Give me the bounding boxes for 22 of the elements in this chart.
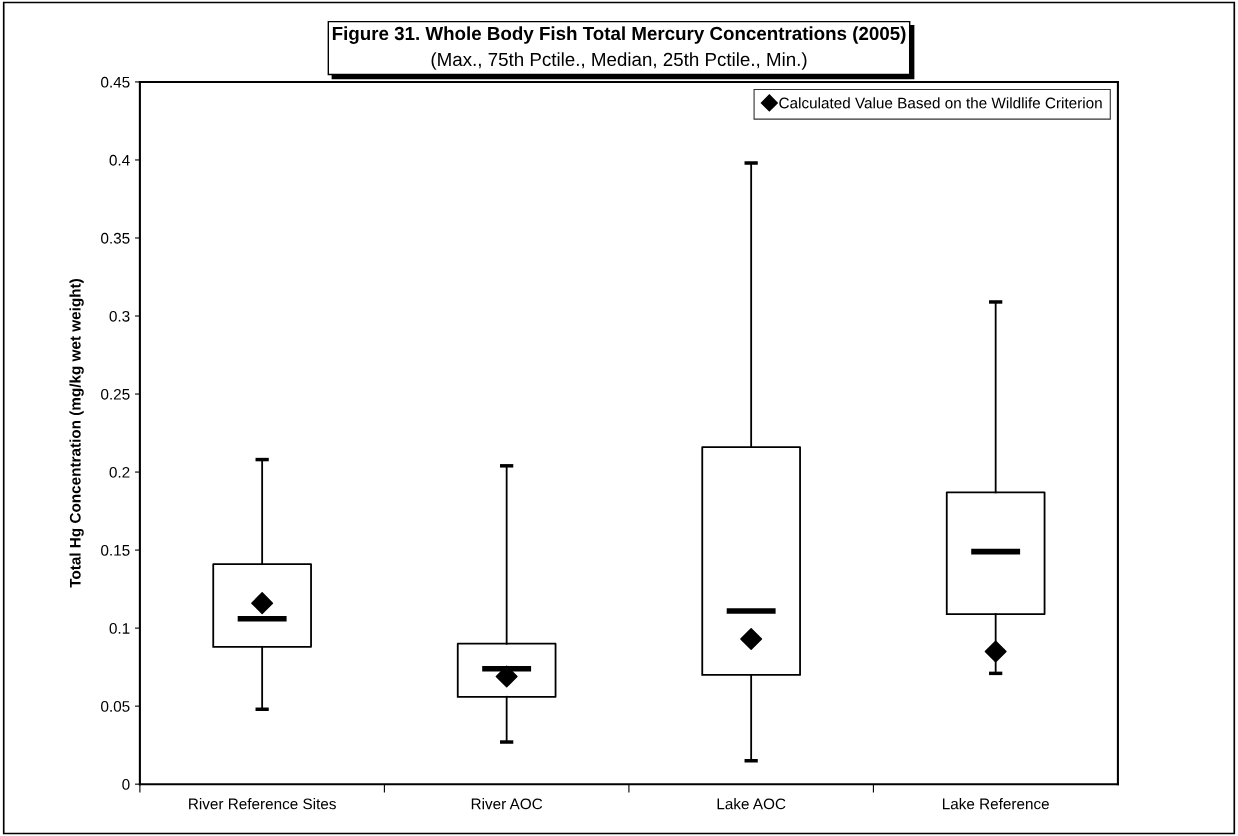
y-tick-label: 0.05 [101,701,130,712]
chart-title: Figure 31. Whole Body Fish Total Mercury Concentrations (2005) [332,26,906,44]
point [984,640,1007,663]
y-tick-label: 0.15 [101,544,130,556]
y-tick-label: 0 [122,779,130,790]
x-tick-label: River Reference Sites [189,798,336,810]
y-tick-label: 0.3 [109,310,130,322]
y-axis-title: Total Hg Concentration (mg/kg wet weight) [69,279,84,588]
point [740,628,763,651]
point [495,665,518,688]
y-tick-label: 0.25 [101,388,130,400]
y-tick-label: 0.1 [109,622,130,634]
x-tick-label: Lake Reference [942,798,1049,810]
y-tick-label: 0.45 [101,76,130,88]
y-tick-label: 0.2 [109,466,130,478]
y-tick-label: 0.35 [101,232,130,244]
x-tick-label: Lake AOC [717,798,786,810]
legend-label: Calculated Value Based on the Wildlife Criterion [779,97,1102,109]
point [251,592,274,615]
y-tick-label: 0.4 [109,154,130,166]
chart-subtitle: (Max., 75th Pctile., Median, 25th Pctile., Min.) [431,52,807,70]
x-tick-label: River AOC [471,798,543,810]
